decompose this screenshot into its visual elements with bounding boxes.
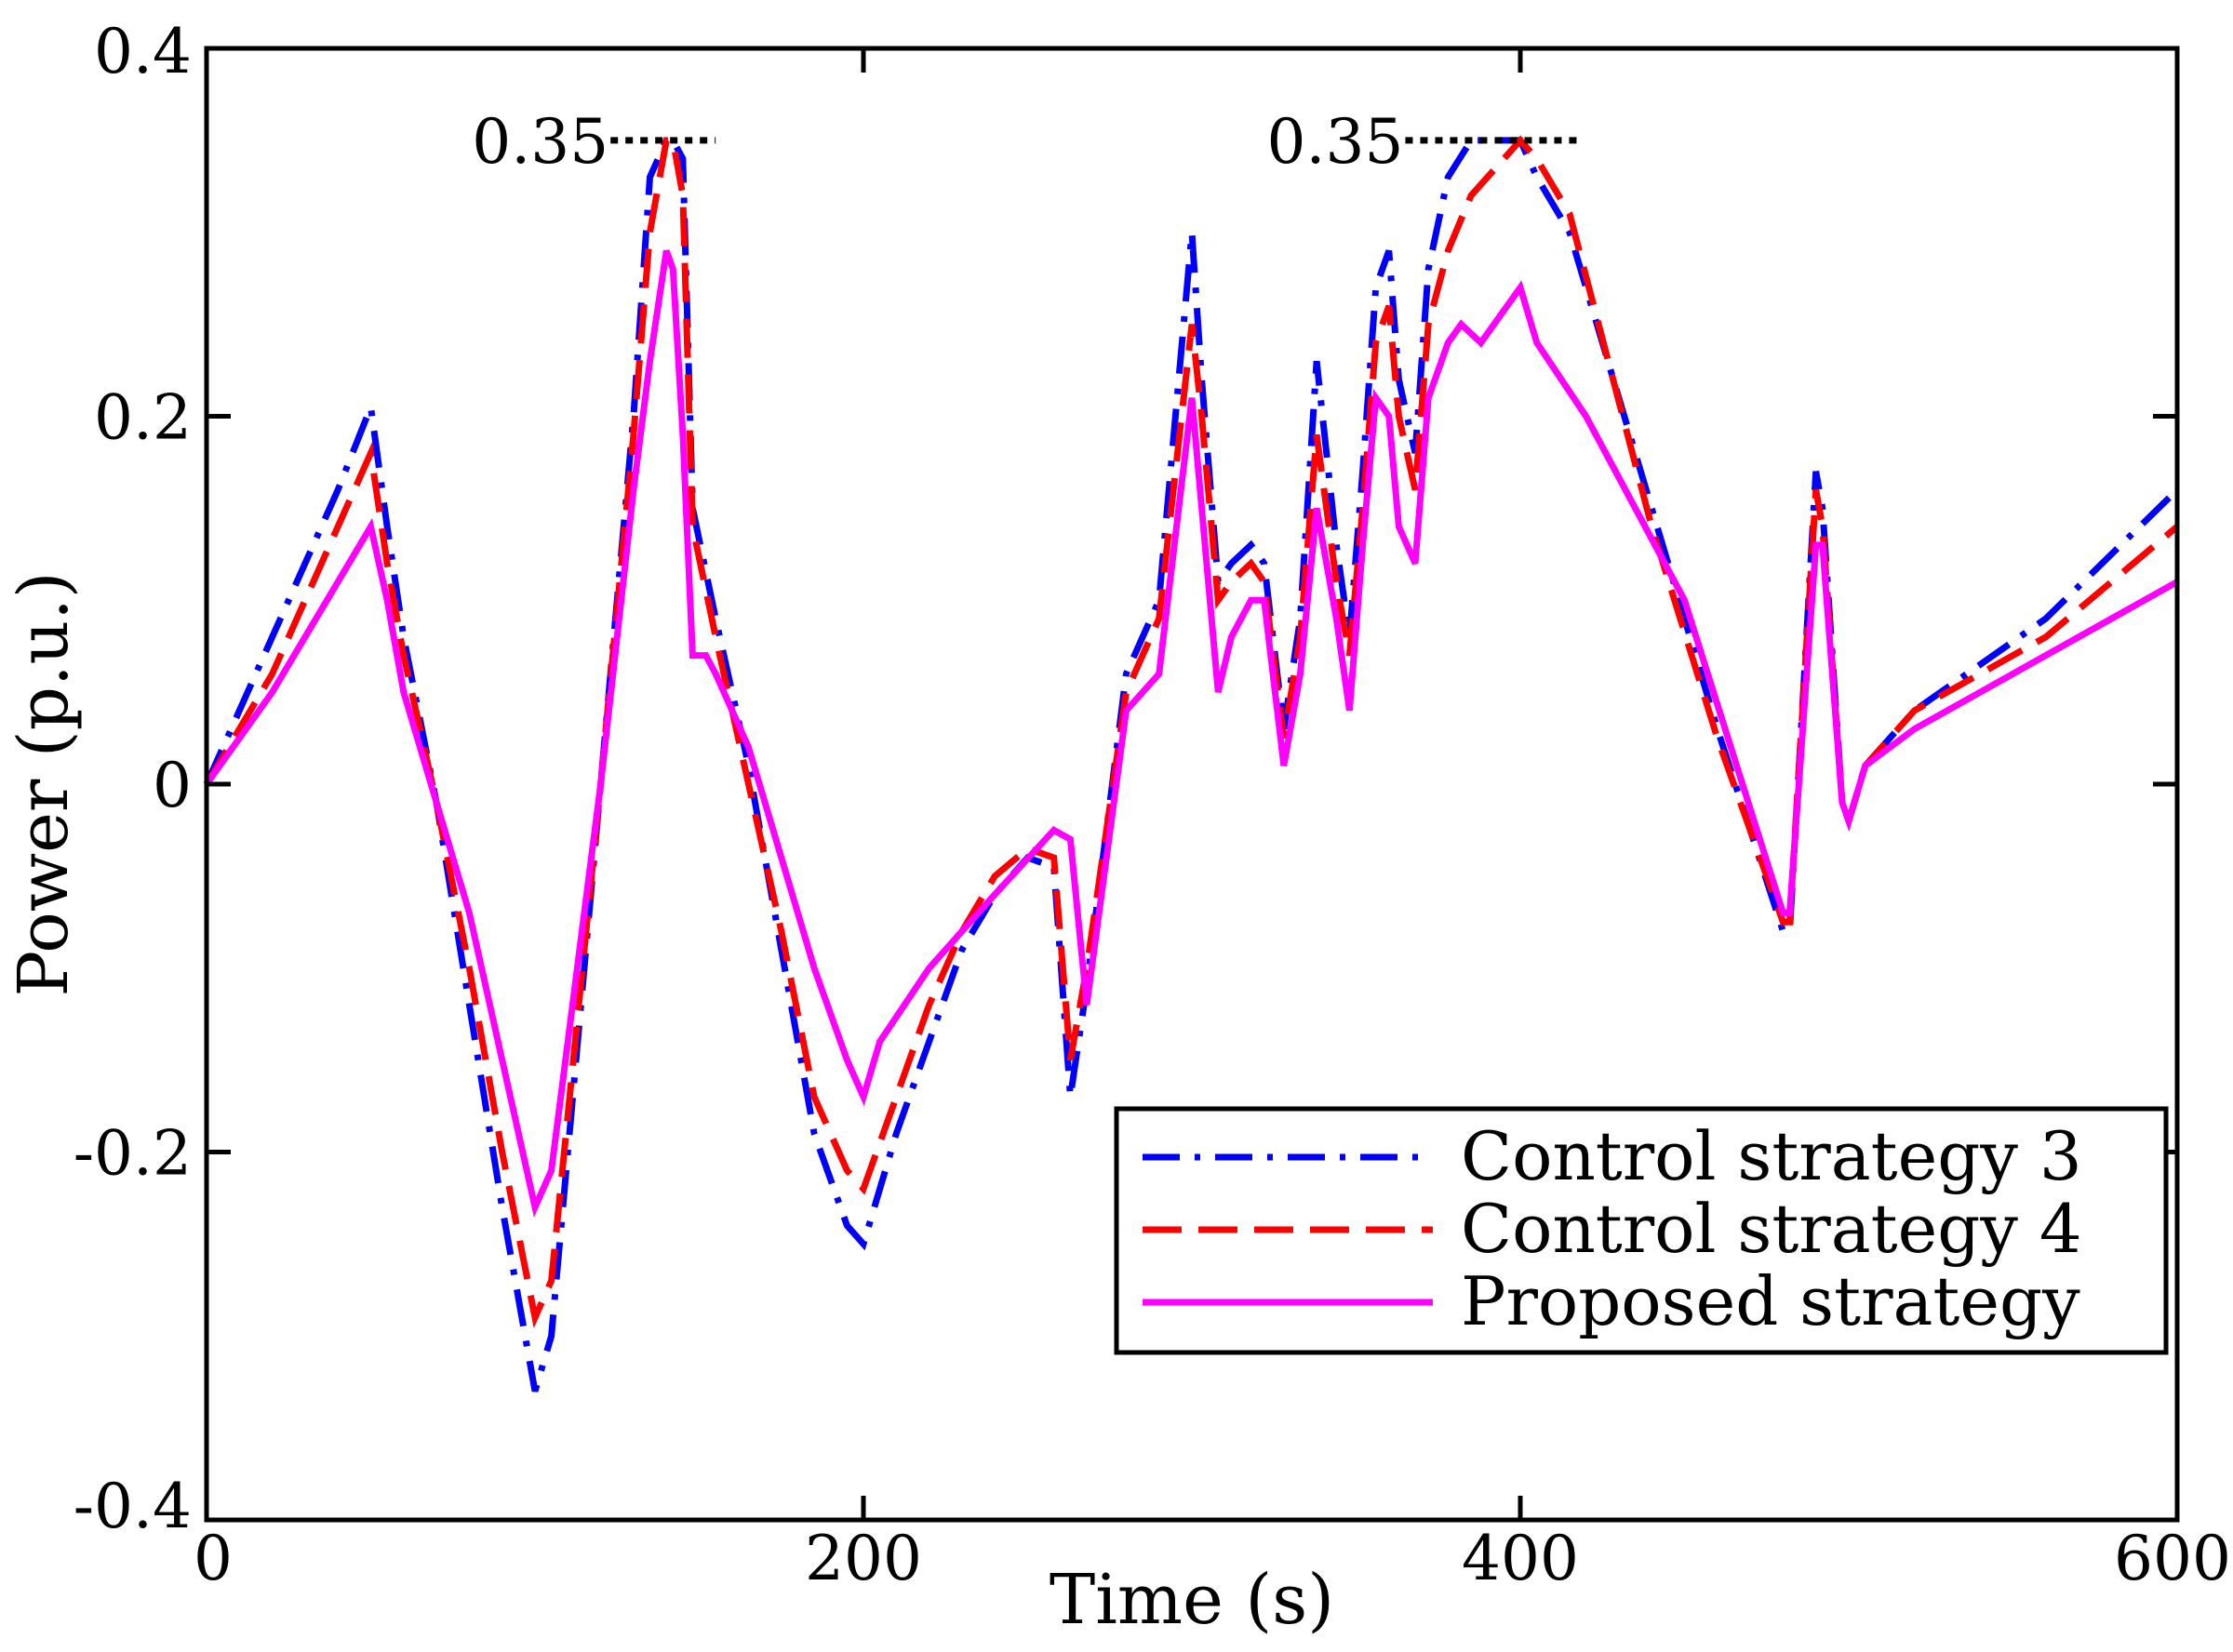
- series-line-3: [204, 249, 2179, 1218]
- x-tick-label: 0: [194, 1523, 233, 1594]
- y-tick-label: 0: [153, 750, 192, 821]
- y-tick-label: 0.4: [94, 16, 192, 87]
- x-tick-label: 600: [2114, 1523, 2231, 1594]
- annotation-layer: 0.35 0.35: [472, 106, 1580, 178]
- series-layer: [203, 135, 2180, 1392]
- limit-marker-label: 0.35: [472, 106, 608, 178]
- x-axis-label: Time (s): [1050, 1560, 1334, 1640]
- y-tick-label: 0.2: [94, 382, 192, 454]
- x-tick-label: 400: [1462, 1523, 1579, 1594]
- plot-area-frame: [204, 46, 2180, 1523]
- y-tick-label: -0.2: [74, 1118, 192, 1190]
- y-axis-label: Power (p.u.): [4, 571, 84, 996]
- x-tick-label: 200: [805, 1523, 922, 1594]
- limit-marker-label: 0.35: [1266, 106, 1403, 178]
- series-line-1: [203, 137, 2180, 1392]
- legend-label-3: Proposed strategy: [1461, 1262, 2080, 1340]
- legend-label-2: Control strategy 4: [1461, 1190, 2082, 1268]
- series-line-2: [203, 135, 2180, 1329]
- ticks-layer: 0 200 400 600 0.4 0.2 0 -0.2 -0.4: [74, 16, 2231, 1594]
- legend-label-1: Control strategy 3: [1461, 1117, 2082, 1195]
- y-tick-label: -0.4: [74, 1471, 192, 1542]
